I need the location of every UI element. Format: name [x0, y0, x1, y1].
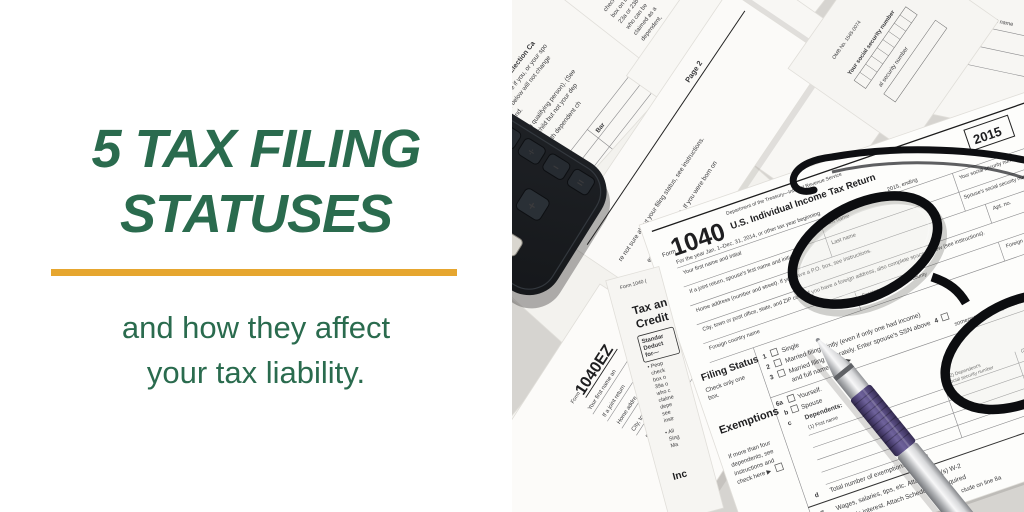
- line-number: c: [787, 419, 793, 427]
- pen-grip-sheen: [862, 388, 911, 448]
- check-only-note: box.: [708, 392, 721, 401]
- pen-tip-cone: [817, 339, 830, 353]
- equals-key-glyph: =: [574, 177, 586, 191]
- subtitle-line1: and how they affect: [121, 310, 391, 345]
- sheet-tax-credits: Form 1040 ( Tax an Credit Standar Deduct…: [605, 265, 725, 512]
- page-title-line1: 5 TAX FILING: [91, 119, 421, 179]
- line-number: 7: [820, 510, 826, 512]
- pen-shadow: [804, 350, 942, 512]
- minus-key-glyph: −: [550, 161, 562, 175]
- pen-barrel-rear: [897, 442, 1022, 512]
- pen: [804, 337, 1022, 512]
- sidebar-item: instr: [663, 416, 675, 424]
- checkbox-head-household: [940, 312, 950, 322]
- line-number: 6a: [775, 399, 784, 408]
- checkbox-more-dependents: [774, 462, 785, 473]
- pen-cone: [822, 347, 851, 378]
- tax-forms-photo: name and Initial Last name you have a P.…: [213, 0, 1024, 512]
- pen-ring: [833, 362, 855, 382]
- line-number: b: [783, 409, 789, 417]
- sidebar-item: check: [651, 367, 666, 377]
- form-label: Last name: [987, 17, 1013, 28]
- line-number: 1: [762, 353, 768, 361]
- checkbox-single: [769, 347, 779, 357]
- std-deduction-note: Deduct: [643, 341, 664, 352]
- subtitle-line2: your tax liability.: [146, 355, 366, 390]
- pen-grip: [850, 384, 916, 457]
- sidebar-item: Sing: [668, 434, 680, 443]
- sheet-ssn-slip: OMB No. 1545-0074 Your social security n…: [787, 0, 1000, 153]
- checkbox-spouse: [790, 404, 800, 414]
- pen-barrel-front: [836, 366, 869, 400]
- sidebar-item: who c: [655, 388, 671, 398]
- sidebar-item: 39a o: [654, 381, 669, 390]
- line-number: 4: [934, 317, 940, 325]
- sidebar-item: • Peop: [647, 361, 664, 371]
- calculator-key-minus: [542, 153, 571, 180]
- sidebar-item: claime: [658, 394, 675, 404]
- glasses-right-lens: [940, 289, 1024, 415]
- page-title-line2: STATUSES: [119, 184, 393, 244]
- std-deduction-note: for—: [645, 349, 660, 358]
- calculator-key-divide: [517, 138, 546, 165]
- sidebar-item: see: [662, 409, 672, 417]
- line-number: 3: [769, 374, 775, 382]
- divide-key-glyph: ÷: [525, 146, 536, 159]
- income-header: Inc: [672, 468, 689, 482]
- glasses-temple-arm: [789, 146, 1024, 195]
- calculator-key-equals: [566, 168, 595, 196]
- eyeglasses: [787, 146, 1024, 415]
- sidebar-item: depe: [660, 402, 673, 411]
- glasses-left-lens: [787, 191, 943, 309]
- checkbox-married-jointly: [773, 358, 783, 368]
- checkbox-yourself: [786, 393, 796, 403]
- line-number: d: [814, 492, 820, 500]
- std-deduction-note: Standar: [641, 334, 665, 346]
- tax-photo-illustration: name and Initial Last name you have a P.…: [213, 0, 1024, 512]
- calculator-key-plus: [515, 188, 550, 221]
- sidebar-item: • All: [665, 428, 675, 436]
- checkbox-married-separately: [776, 368, 786, 378]
- text-panel: 5 TAX FILING STATUSES and how they affec…: [51, 119, 457, 390]
- pen-grip-ribs: [853, 388, 910, 450]
- divider-line: [51, 269, 457, 276]
- line-number: 2: [765, 363, 771, 371]
- sidebar-item: box o: [653, 375, 667, 384]
- glasses-bridge: [930, 272, 970, 306]
- glasses-temple-shadow: [831, 161, 1024, 180]
- field-label: Apt. no.: [992, 200, 1012, 212]
- form-word: Form: [662, 249, 677, 259]
- sidebar-item: Ma: [670, 442, 679, 450]
